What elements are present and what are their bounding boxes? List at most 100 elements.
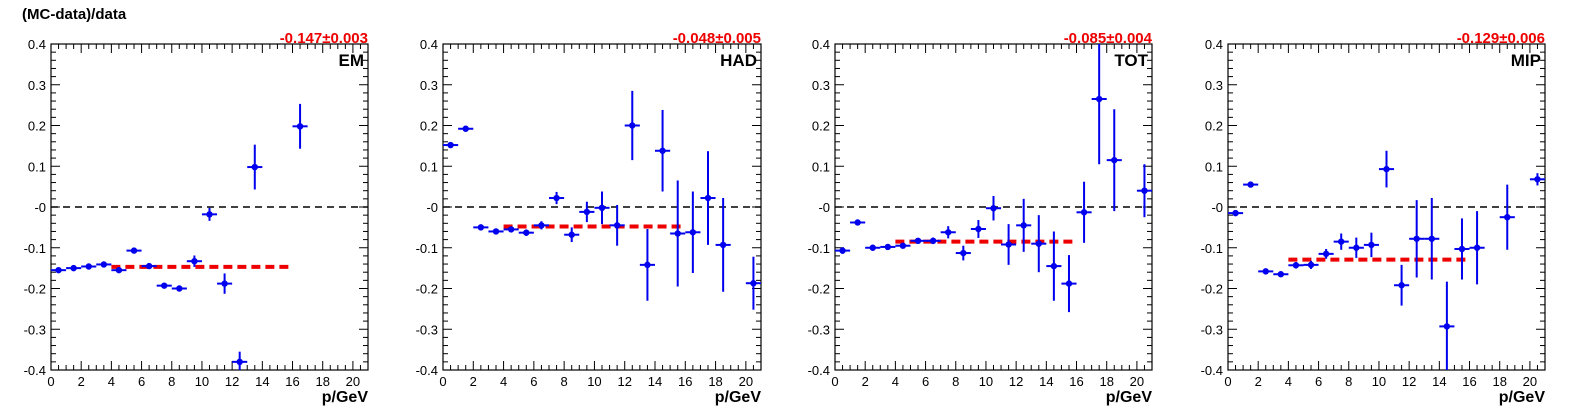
y-tick-label: -0.1 bbox=[1201, 241, 1223, 256]
data-point bbox=[1005, 241, 1012, 248]
data-point bbox=[1473, 244, 1481, 251]
data-point bbox=[1338, 238, 1345, 245]
data-point bbox=[507, 226, 515, 233]
y-tick-label: -0.1 bbox=[416, 241, 438, 256]
x-tick-label: 4 bbox=[500, 374, 507, 389]
x-tick-label: 12 bbox=[617, 374, 631, 389]
x-tick-label: 20 bbox=[1130, 374, 1144, 389]
data-point bbox=[553, 194, 560, 202]
y-tick-label: -0.2 bbox=[1201, 282, 1223, 297]
data-point bbox=[1383, 165, 1390, 173]
x-tick-label: 10 bbox=[979, 374, 993, 389]
data-point bbox=[854, 219, 861, 226]
data-point bbox=[1247, 181, 1254, 188]
data-point bbox=[1141, 187, 1148, 194]
fit-result-label: -0.147±0.003 bbox=[280, 30, 368, 47]
data-point bbox=[1307, 261, 1315, 269]
y-tick-label: -0 bbox=[1211, 200, 1223, 215]
data-point bbox=[55, 266, 62, 274]
y-tick-label: 0.1 bbox=[28, 159, 46, 174]
data-point bbox=[492, 228, 500, 235]
panel-title: TOT bbox=[1114, 51, 1148, 70]
y-tick-label: -0 bbox=[34, 200, 46, 215]
x-tick-label: 14 bbox=[648, 374, 662, 389]
x-tick-label: 8 bbox=[168, 374, 175, 389]
data-point bbox=[568, 231, 575, 238]
data-point bbox=[1534, 176, 1541, 183]
x-tick-label: 4 bbox=[1285, 374, 1292, 389]
x-tick-label: 14 bbox=[255, 374, 269, 389]
x-axis-label: p/GeV bbox=[715, 389, 762, 406]
x-tick-label: 18 bbox=[315, 374, 329, 389]
data-point bbox=[1368, 241, 1375, 249]
data-point bbox=[1080, 209, 1088, 216]
x-tick-label: 10 bbox=[587, 374, 601, 389]
panel-title: MIP bbox=[1511, 51, 1541, 70]
data-point bbox=[1398, 282, 1405, 289]
y-tick-label: 0.2 bbox=[1205, 119, 1223, 134]
data-point bbox=[1232, 209, 1239, 217]
x-tick-label: 16 bbox=[678, 374, 692, 389]
y-tick-label: 0.4 bbox=[1205, 37, 1223, 52]
y-tick-label: -0.4 bbox=[1201, 363, 1223, 378]
y-tick-label: 0.3 bbox=[28, 78, 46, 93]
x-tick-label: 6 bbox=[1315, 374, 1322, 389]
data-point bbox=[206, 211, 213, 218]
data-point bbox=[296, 123, 304, 130]
y-tick-label: -0.3 bbox=[24, 322, 46, 337]
data-point bbox=[1020, 222, 1027, 229]
panel-had: -0.4 -0.3 -0.2 -0.1 -0 0.1 0.2 0.3 0.4 0 2 4 6 8 10 12 1… bbox=[416, 30, 762, 406]
data-point bbox=[929, 237, 937, 245]
x-tick-label: 14 bbox=[1432, 374, 1446, 389]
y-tick-label: -0.3 bbox=[416, 322, 438, 337]
data-point bbox=[899, 242, 907, 249]
data-point bbox=[115, 266, 123, 274]
x-tick-label: 10 bbox=[195, 374, 209, 389]
panel-title: HAD bbox=[720, 51, 757, 70]
x-tick-label: 0 bbox=[439, 374, 446, 389]
x-tick-label: 18 bbox=[1492, 374, 1506, 389]
y-tick-label: 0.1 bbox=[812, 159, 830, 174]
x-tick-label: 2 bbox=[78, 374, 85, 389]
data-point bbox=[236, 358, 243, 366]
x-tick-label: 20 bbox=[346, 374, 360, 389]
data-point bbox=[462, 125, 469, 132]
data-point bbox=[477, 224, 485, 231]
y-tick-label: -0.4 bbox=[24, 363, 46, 378]
data-point bbox=[130, 247, 138, 254]
x-tick-label: 4 bbox=[108, 374, 115, 389]
data-series bbox=[51, 103, 308, 370]
x-tick-label: 14 bbox=[1039, 374, 1053, 389]
data-point bbox=[1111, 156, 1118, 164]
data-point bbox=[1443, 323, 1451, 330]
panel-mip: -0.4 -0.3 -0.2 -0.1 -0 0.1 0.2 0.3 0.4 0 2 4 6 8 10 12 1… bbox=[1201, 30, 1546, 406]
data-point bbox=[719, 241, 727, 249]
y-tick-label: -0.1 bbox=[808, 241, 830, 256]
y-tick-label: -0.4 bbox=[808, 363, 830, 378]
data-point bbox=[1050, 262, 1058, 270]
x-tick-label: 20 bbox=[739, 374, 753, 389]
data-point bbox=[1065, 280, 1073, 287]
data-point bbox=[869, 244, 876, 251]
x-tick-label: 4 bbox=[892, 374, 899, 389]
data-point bbox=[1353, 244, 1360, 251]
x-axis-label: p/GeV bbox=[322, 389, 369, 406]
data-point bbox=[750, 280, 757, 287]
data-point bbox=[674, 230, 681, 237]
data-series bbox=[835, 44, 1152, 313]
data-point bbox=[1428, 235, 1435, 242]
data-point bbox=[1458, 245, 1466, 253]
x-tick-label: 8 bbox=[952, 374, 959, 389]
data-point bbox=[161, 282, 168, 289]
data-point bbox=[191, 257, 198, 265]
y-tick-label: -0 bbox=[426, 200, 438, 215]
y-tick-label: -0.2 bbox=[24, 282, 46, 297]
data-point bbox=[1413, 235, 1420, 242]
data-point bbox=[70, 264, 77, 272]
x-tick-label: 12 bbox=[1009, 374, 1023, 389]
y-tick-label: 0.2 bbox=[812, 119, 830, 134]
data-point bbox=[613, 222, 621, 229]
data-point bbox=[145, 262, 153, 270]
data-point bbox=[945, 229, 952, 236]
x-tick-label: 16 bbox=[1462, 374, 1476, 389]
